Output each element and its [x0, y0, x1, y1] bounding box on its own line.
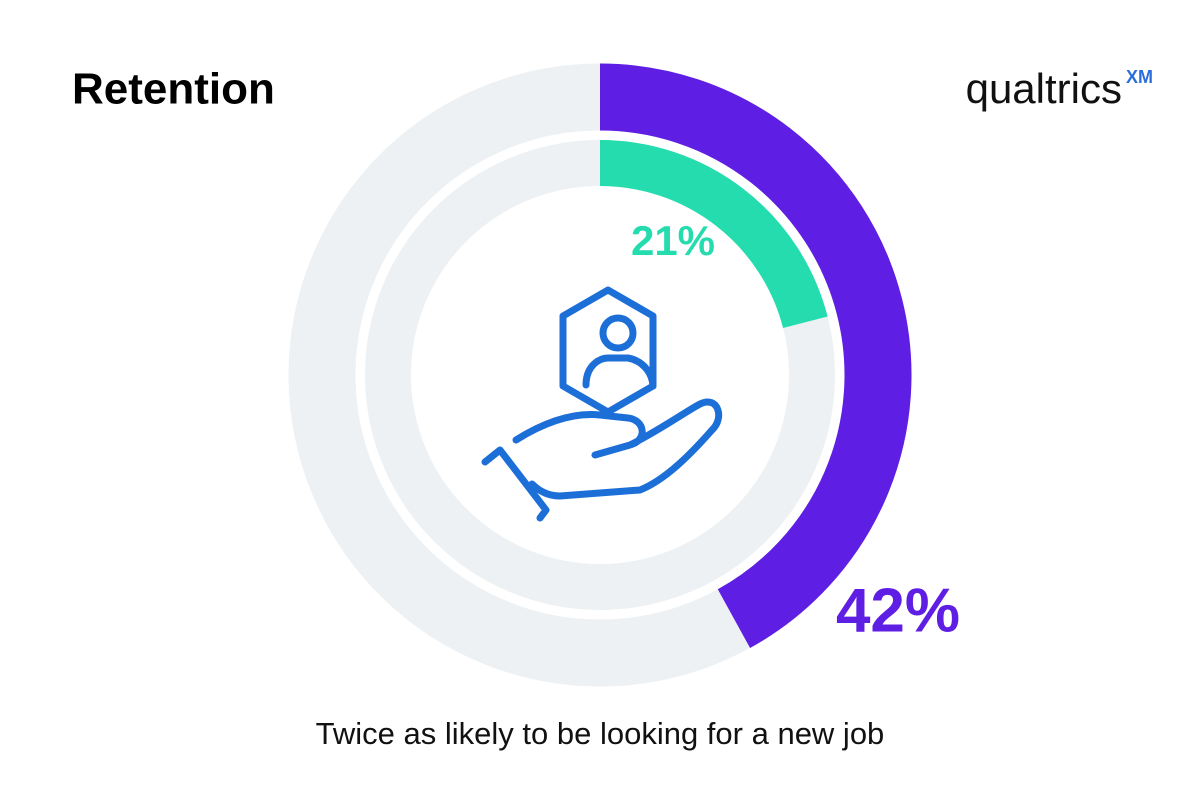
value-label: 42% — [836, 576, 960, 645]
icon — [481, 286, 723, 522]
icon-body — [582, 354, 657, 390]
icon-hexagon — [559, 286, 657, 416]
caption: Twice as likely to be looking for a new … — [316, 716, 885, 751]
logo-mark: XM — [1126, 67, 1153, 87]
icon-head — [599, 314, 637, 352]
value-label: 21% — [631, 217, 715, 264]
ring-arc — [599, 63, 912, 648]
page-title: Retention — [72, 65, 275, 114]
rings — [288, 63, 912, 687]
icon-hand — [481, 398, 723, 522]
logo-text: qualtrics — [966, 65, 1122, 112]
ring-arc — [599, 140, 828, 329]
